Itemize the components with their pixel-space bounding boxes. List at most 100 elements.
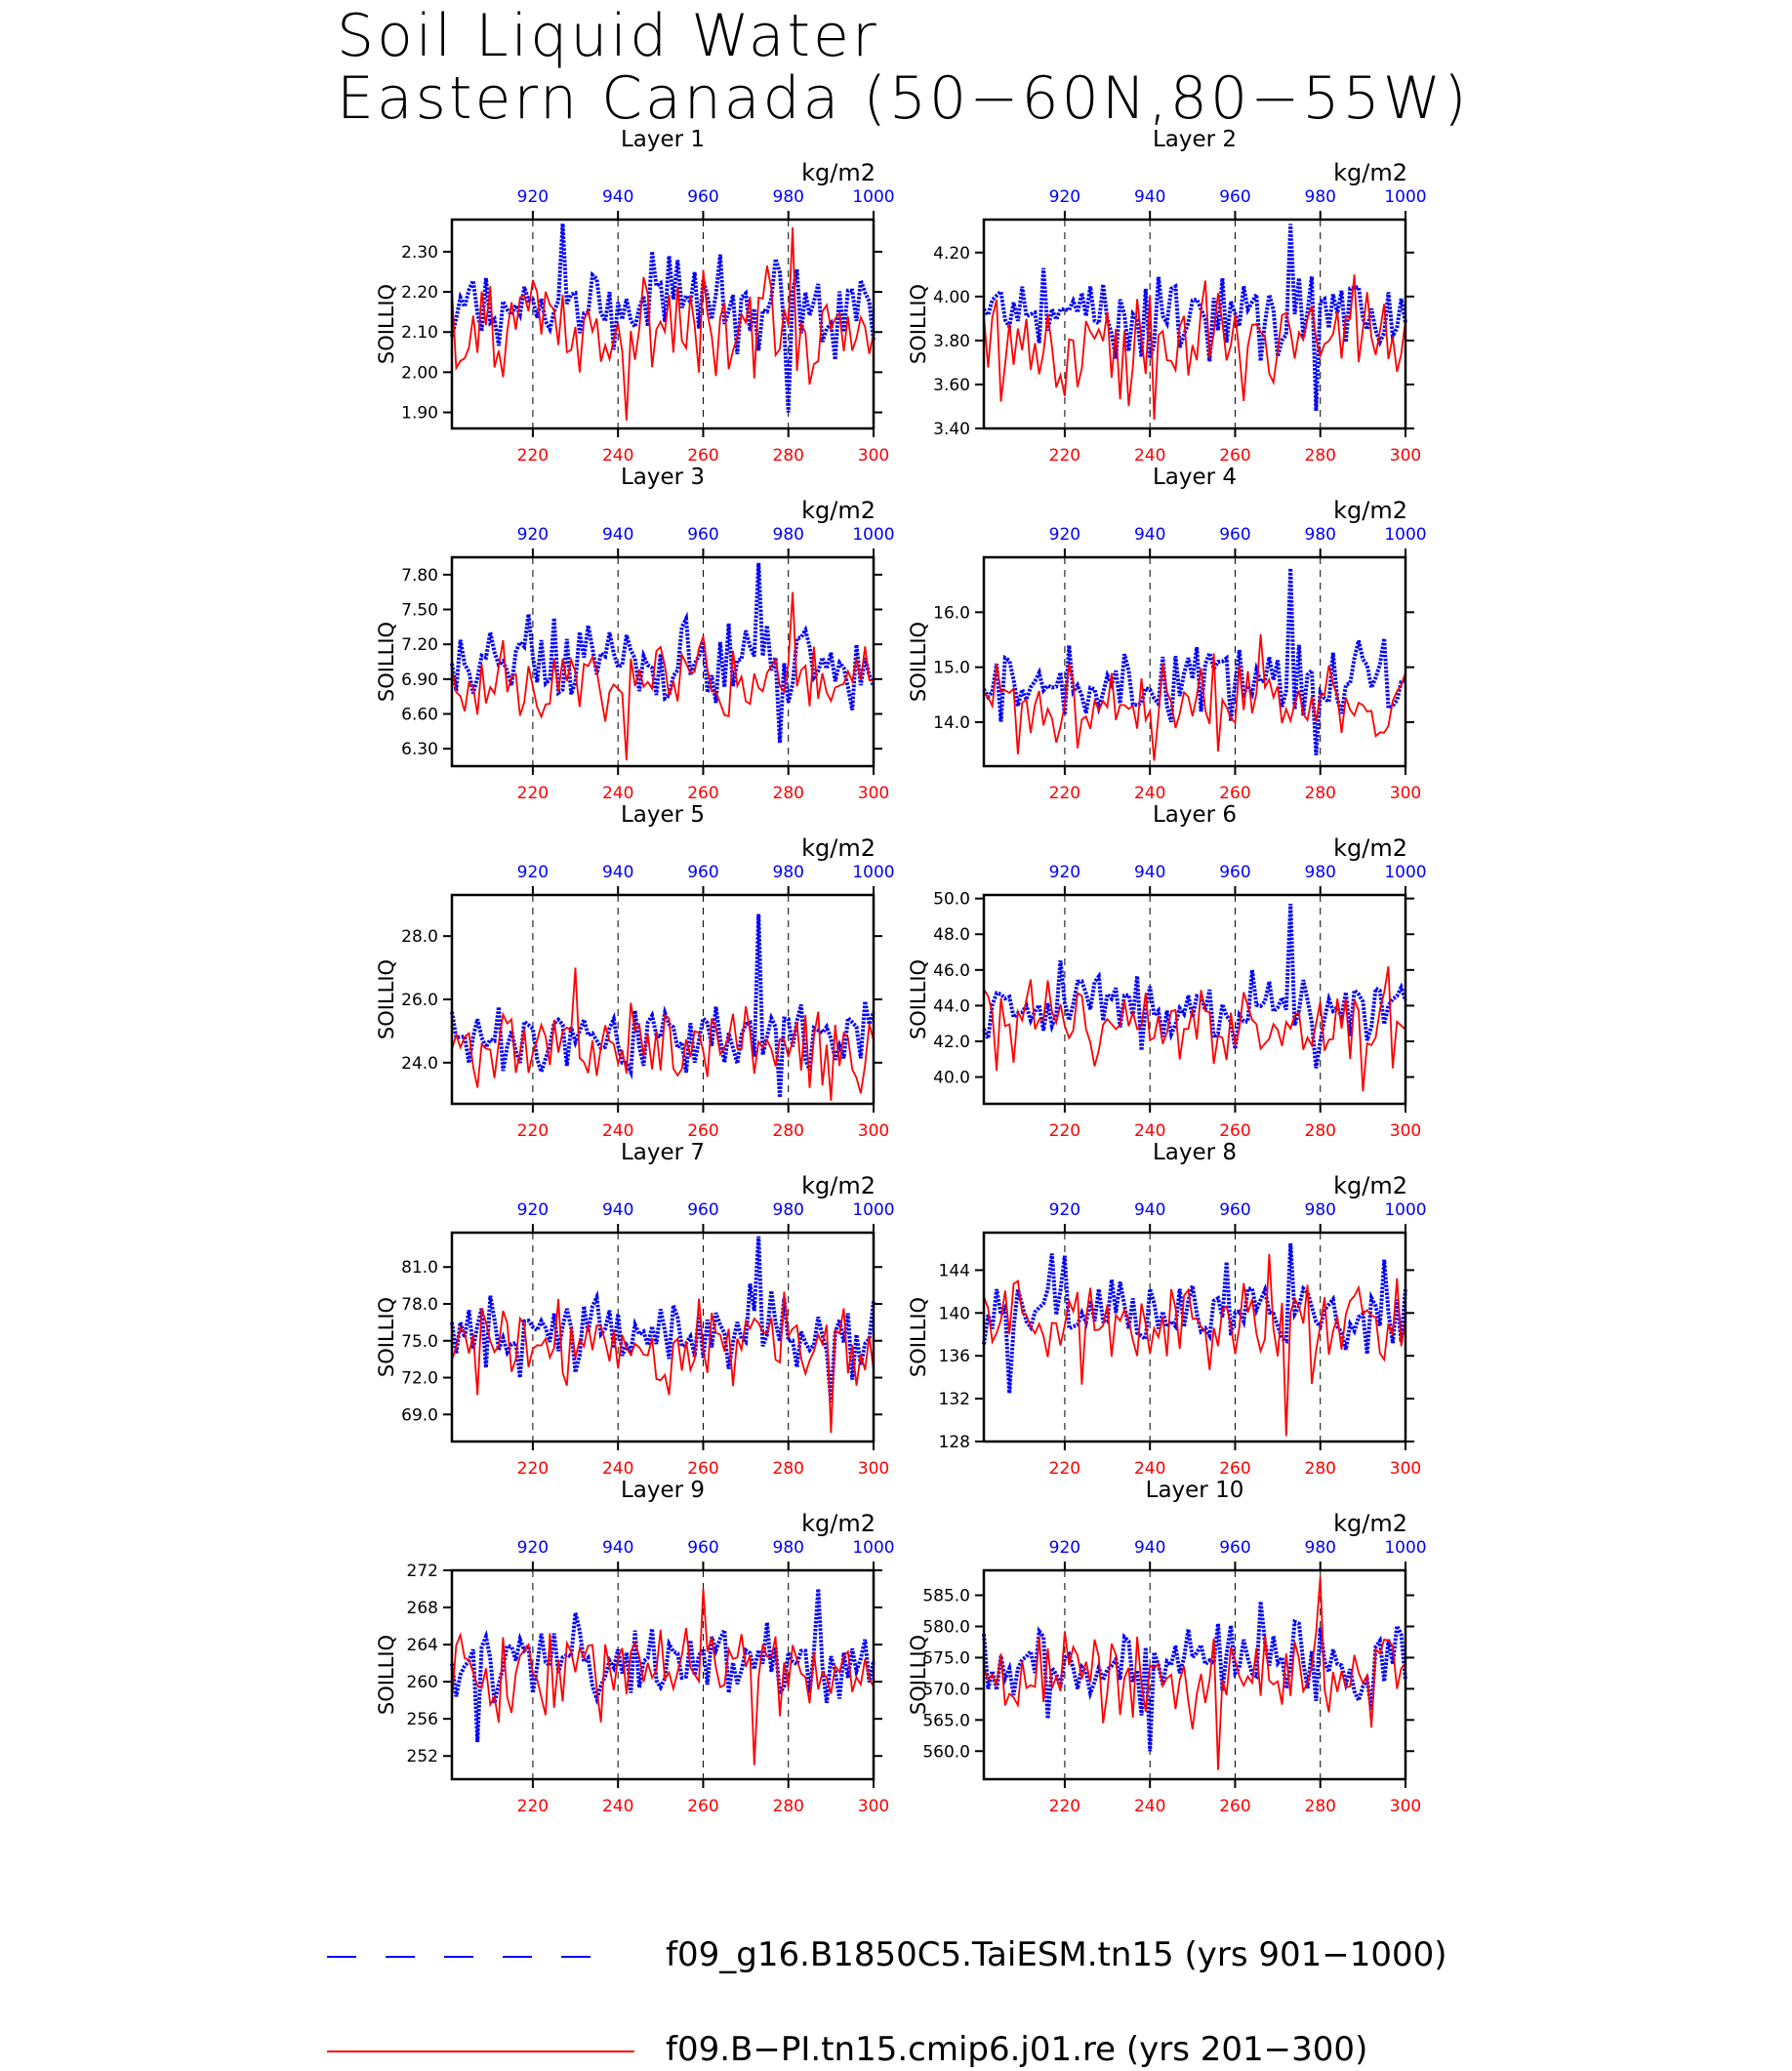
x-tick-label-top: 1000 [1384,525,1426,545]
y-tick-label: 136 [939,1347,970,1366]
x-tick-label-bottom: 260 [687,1459,718,1479]
y-tick-label: 580.0 [922,1617,970,1637]
x-tick-label-bottom: 260 [687,1121,718,1141]
y-tick-label: 26.0 [401,991,438,1010]
y-tick-label: 7.50 [401,601,438,621]
x-tick-label-bottom: 260 [1219,446,1250,466]
series-line-taiesm [982,223,1407,412]
y-tick-label: 2.00 [401,363,438,383]
series-line-cmip6 [983,274,1406,421]
x-tick-label-bottom: 260 [1219,1797,1250,1816]
x-tick-label-bottom: 260 [687,784,718,803]
series-line-taiesm [450,1588,876,1743]
y-tick-label: 128 [939,1433,970,1452]
x-tick-label-top: 940 [602,525,633,545]
x-tick-label-top: 960 [687,1200,718,1220]
y-axis-label: SOILLIQ [375,1635,398,1715]
x-tick-label-top: 940 [1134,863,1165,882]
y-tick-label: 140 [939,1304,970,1323]
legend-label-cmip6: f09.B−PI.tn15.cmip6.j01.re (yrs 201−300) [666,2030,1368,2069]
x-tick-label-bottom: 300 [858,1459,889,1479]
y-tick-label: 272 [407,1562,438,1581]
panel-title: Layer 7 [621,1140,705,1165]
x-tick-label-bottom: 220 [1049,784,1080,803]
y-tick-label: 72.0 [401,1369,438,1389]
panel-title: Layer 5 [621,802,705,828]
series-line-cmip6 [983,1576,1406,1770]
figure-title-line1: Soil Liquid Water [337,2,879,70]
x-tick-label-top: 1000 [852,863,894,882]
x-tick-label-top: 940 [602,1538,633,1558]
x-tick-label-bottom: 220 [517,1459,549,1479]
x-tick-label-top: 1000 [852,187,894,207]
unit-label: kg/m2 [801,1510,876,1537]
y-tick-label: 1.90 [401,404,438,424]
series-line-taiesm [982,904,1407,1069]
x-tick-label-top: 980 [1305,1538,1336,1558]
x-tick-label-bottom: 300 [1390,446,1421,466]
y-tick-label: 78.0 [401,1295,438,1315]
y-tick-label: 560.0 [922,1742,970,1762]
x-tick-label-top: 960 [687,187,718,207]
plot-frame [982,218,1407,430]
x-tick-label-top: 940 [1134,1200,1165,1220]
x-tick-label-bottom: 300 [1390,1459,1421,1479]
y-tick-label: 81.0 [401,1258,438,1278]
x-tick-label-top: 1000 [1384,1200,1426,1220]
x-tick-label-bottom: 240 [602,784,633,803]
series-line-cmip6 [983,966,1406,1092]
y-axis-label: SOILLIQ [907,1297,930,1377]
x-tick-label-top: 920 [1049,1200,1080,1220]
x-tick-label-bottom: 280 [1305,446,1336,466]
y-tick-label: 3.40 [933,420,970,439]
figure-title-line2: Eastern Canada (50−60N,80−55W) [337,64,1470,133]
x-tick-label-top: 940 [602,863,633,882]
y-tick-label: 585.0 [922,1587,970,1606]
series-line-taiesm [450,1236,876,1402]
x-tick-label-top: 920 [517,1200,549,1220]
x-tick-label-bottom: 220 [1049,1121,1080,1141]
x-tick-label-top: 980 [773,863,804,882]
x-tick-label-bottom: 280 [1305,1797,1336,1816]
y-axis-label: SOILLIQ [375,284,398,364]
unit-label: kg/m2 [801,834,876,862]
x-tick-label-top: 1000 [852,1538,894,1558]
panel-title: Layer 6 [1153,802,1237,828]
x-tick-label-top: 980 [1305,863,1336,882]
panel-title: Layer 8 [1153,1140,1237,1165]
plot-frame [450,1231,876,1443]
unit-label: kg/m2 [1333,834,1407,862]
panel-title: Layer 1 [621,127,705,152]
x-tick-label-bottom: 220 [517,784,549,803]
x-tick-label-top: 920 [1049,187,1080,207]
x-tick-label-top: 980 [773,1538,804,1558]
series-line-taiesm [982,1242,1407,1394]
y-tick-label: 144 [939,1261,970,1280]
panel-title: Layer 4 [1153,465,1237,490]
y-tick-label: 7.80 [401,566,438,586]
y-tick-label: 4.00 [933,288,970,307]
series-line-taiesm [982,1601,1407,1752]
x-tick-label-top: 980 [773,525,804,545]
unit-label: kg/m2 [801,497,876,524]
y-tick-label: 42.0 [933,1033,970,1052]
x-tick-label-top: 980 [1305,187,1336,207]
unit-label: kg/m2 [1333,1172,1407,1199]
x-tick-label-bottom: 300 [858,446,889,466]
legend-label-taiesm: f09_g16.B1850C5.TaiESM.tn15 (yrs 901−100… [666,1935,1447,1974]
x-tick-label-bottom: 260 [1219,1459,1250,1479]
x-tick-label-top: 980 [773,1200,804,1220]
x-tick-label-top: 920 [1049,525,1080,545]
y-tick-label: 575.0 [922,1648,970,1668]
y-tick-label: 46.0 [933,961,970,981]
x-tick-label-top: 940 [602,187,633,207]
plot-frame [450,1568,876,1781]
x-tick-label-bottom: 300 [858,1797,889,1816]
x-tick-label-top: 1000 [852,1200,894,1220]
x-tick-label-bottom: 240 [1134,784,1165,803]
x-tick-label-top: 940 [1134,187,1165,207]
x-tick-label-bottom: 260 [1219,1121,1250,1141]
x-tick-label-bottom: 240 [1134,1797,1165,1816]
